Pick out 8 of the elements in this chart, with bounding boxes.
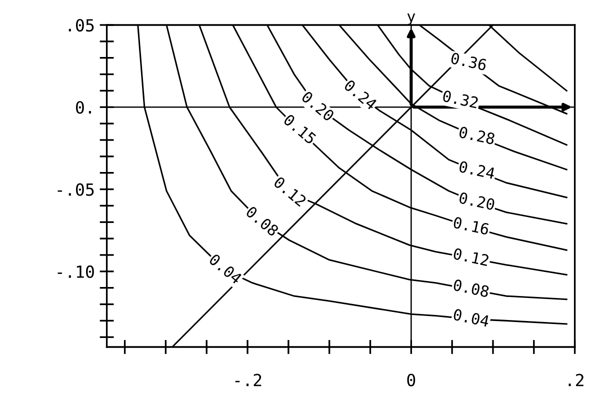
ref-line-label: y	[407, 13, 416, 25]
y-tick-label: -.10	[58, 265, 94, 278]
x-tick-label: 0	[407, 374, 416, 386]
y-tick-label: -.05	[58, 183, 94, 196]
x-tick-label: .2	[568, 374, 584, 386]
x-tick-label: -.2	[235, 374, 262, 386]
y-tick-label: .05	[68, 18, 94, 32]
y-tick-label: 0.	[76, 101, 91, 114]
